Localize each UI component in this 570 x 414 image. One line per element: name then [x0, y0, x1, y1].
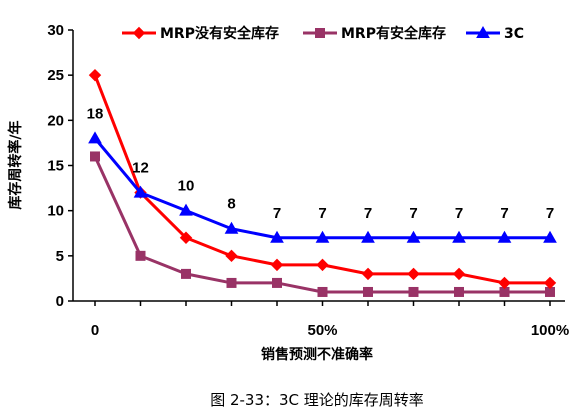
data-point [135, 250, 146, 261]
y-tick-label: 20 [47, 112, 64, 129]
y-tick-label: 5 [56, 248, 64, 265]
figure-caption: 图 2-33：3C 理论的库存周转率 [210, 391, 424, 409]
data-point [361, 230, 375, 243]
data-point [317, 286, 328, 297]
data-point [181, 268, 191, 279]
x-axis-title: 销售预测不准确率 [261, 346, 373, 363]
data-point [270, 230, 284, 243]
data-point [543, 276, 557, 290]
data-point [361, 267, 375, 281]
legend-item: MRP有安全库存 [303, 25, 446, 42]
y-tick-label: 30 [47, 22, 64, 39]
y-tick-label: 25 [47, 67, 64, 84]
data-label: 7 [318, 205, 326, 222]
data-point [406, 230, 421, 243]
data-point [90, 151, 100, 162]
data-point [315, 230, 330, 243]
legend-item: MRP没有安全库存 [122, 25, 279, 42]
y-ticks: 0 5 10 15 20 25 30 [47, 22, 73, 310]
data-point [88, 68, 102, 82]
legend-label: MRP有安全库存 [341, 25, 446, 42]
data-point [543, 230, 557, 243]
data-point [498, 276, 511, 290]
x-tick-label: 0 [91, 322, 99, 339]
data-point [133, 185, 148, 198]
data-point [224, 221, 239, 234]
data-label: 7 [364, 205, 372, 222]
data-label: 8 [227, 196, 235, 213]
data-label: 10 [178, 178, 195, 195]
y-tick-label: 10 [47, 203, 64, 220]
series-3 [88, 131, 557, 243]
y-axis-title: 库存周转率/年 [7, 120, 24, 209]
x-ticks: 0 50% 100% [91, 301, 569, 339]
data-point [88, 131, 102, 144]
data-point [179, 203, 193, 216]
legend-label: 3C [504, 26, 524, 42]
data-point [226, 277, 237, 288]
data-point [408, 286, 419, 297]
legend-marker [476, 25, 490, 38]
data-point [316, 258, 329, 272]
legend: MRP没有安全库存 MRP有安全库存 3C [122, 25, 524, 42]
series-line [93, 137, 550, 240]
data-point [407, 267, 420, 281]
data-label: 7 [273, 205, 281, 222]
x-tick-label: 50% [307, 322, 337, 339]
data-point [452, 230, 466, 243]
data-point [454, 286, 464, 297]
data-point [363, 286, 373, 297]
data-point [452, 267, 466, 281]
data-label: 7 [409, 205, 417, 222]
legend-marker [315, 28, 325, 38]
data-label: 12 [132, 160, 149, 177]
data-label: 7 [500, 205, 508, 222]
data-labels: 18 12 10 8 7 7 7 7 7 7 7 [87, 105, 555, 221]
series-1 [88, 68, 557, 290]
x-tick-label: 100% [531, 322, 569, 339]
series [88, 68, 557, 297]
data-point [179, 231, 193, 244]
data-point [497, 230, 512, 243]
data-point [270, 258, 284, 272]
data-label: 7 [546, 205, 554, 222]
series-line [93, 74, 550, 285]
legend-label: MRP没有安全库存 [160, 25, 279, 42]
data-label: 18 [87, 105, 104, 122]
legend-marker [132, 26, 146, 40]
data-label: 7 [455, 205, 463, 222]
legend-item: 3C [466, 25, 524, 42]
y-tick-label: 0 [56, 293, 64, 310]
y-tick-label: 15 [47, 158, 64, 175]
series-2 [90, 151, 555, 297]
data-point [225, 249, 238, 263]
series-line [93, 155, 550, 294]
data-point [272, 277, 282, 288]
